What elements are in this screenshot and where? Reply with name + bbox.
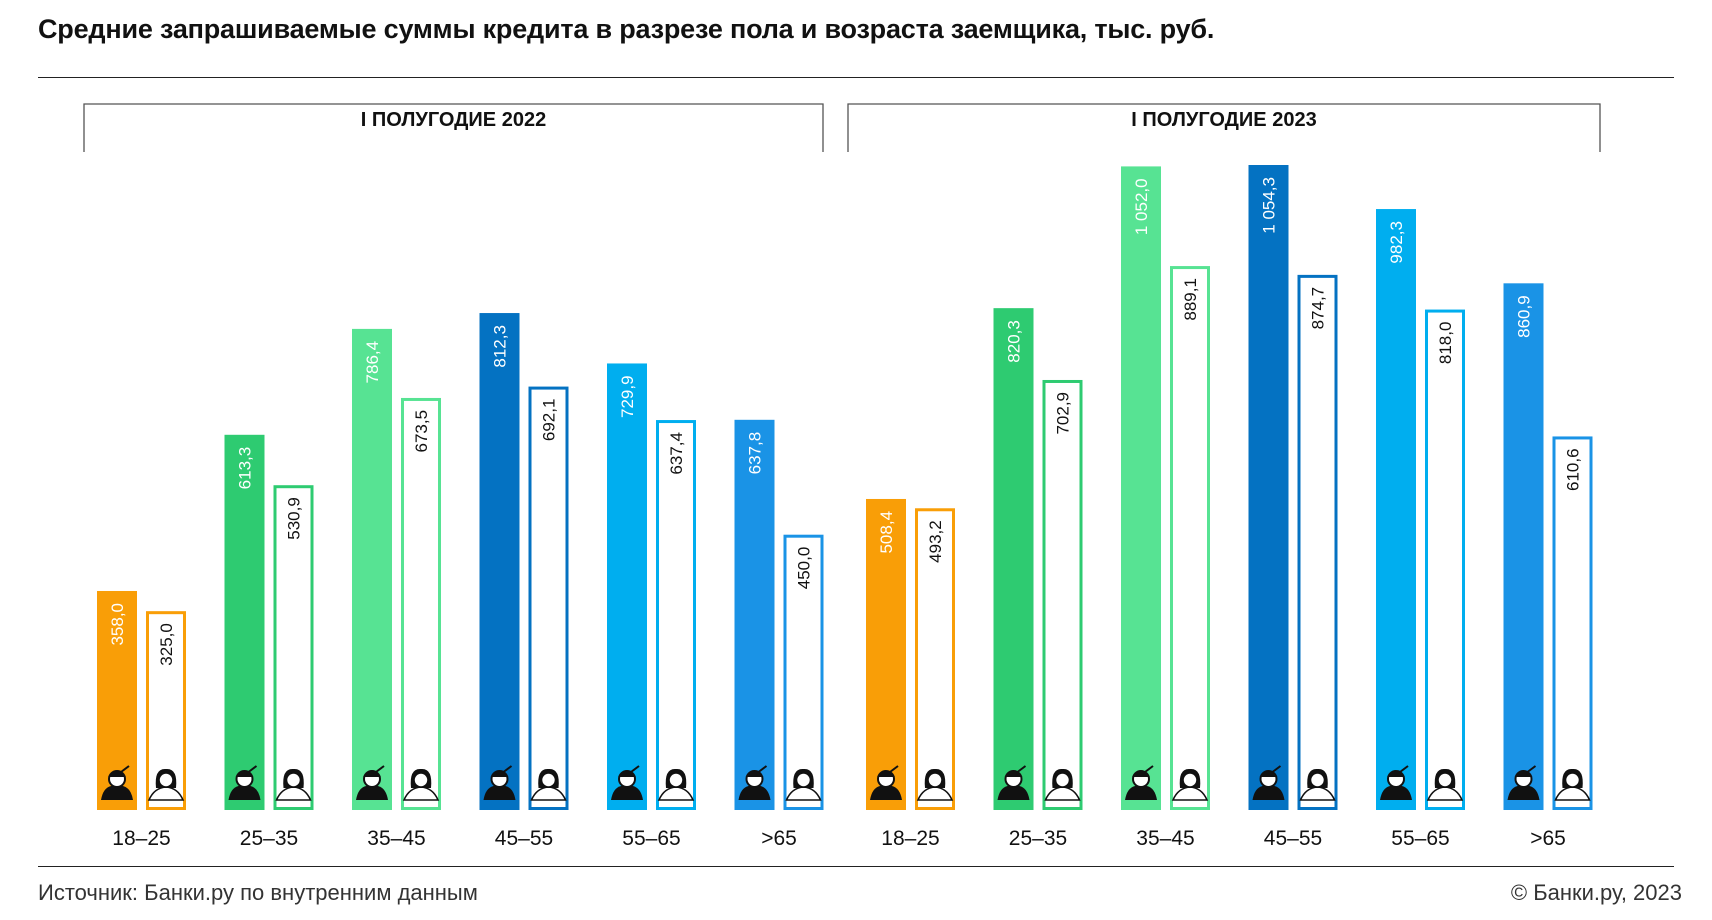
category-label: 45–55 [495,827,553,850]
bar-female [273,485,314,810]
woman-icon [1554,768,1591,801]
bar-male [1503,283,1544,810]
woman-icon [657,768,695,801]
man-icon [228,765,261,800]
bar-female [1042,379,1083,810]
woman-icon [1299,768,1336,801]
woman-icon [147,768,185,801]
man-icon [870,765,902,800]
woman-icon [530,768,567,801]
category-label: 18–25 [881,827,939,850]
period-label: I ПОЛУГОДИЕ 2023 [1131,109,1316,131]
bar-value-label: 860,9 [1515,295,1534,338]
man-icon [1252,765,1285,800]
category-label: 35–45 [1136,827,1194,850]
source-note: Источник: Банки.ру по внутренним данным [38,880,478,905]
bar-female [1552,436,1593,810]
man-icon [738,765,771,800]
copyright: © Банки.ру, 2023 [1510,880,1682,905]
bar-value-label: 812,3 [491,325,510,368]
bar-value-label: 786,4 [363,341,382,384]
man-icon [101,765,133,800]
bar-value-label: 530,9 [285,497,304,540]
bar-female [915,508,955,810]
woman-icon [916,768,954,801]
title-divider [38,77,1674,78]
bar-value-label: 673,5 [412,410,431,453]
bar-male [993,308,1034,810]
category-label: 55–65 [622,827,680,850]
bar-male [352,328,392,810]
bar-male [734,419,775,810]
bar-value-label: 637,8 [746,432,765,475]
period-label: I ПОЛУГОДИЕ 2022 [361,109,546,131]
bar-value-label: 702,9 [1054,392,1073,435]
man-icon [1125,765,1157,800]
bar-value-label: 982,3 [1387,221,1406,264]
woman-icon [1171,768,1209,801]
bar-male [224,434,265,810]
bar-male [479,313,520,810]
man-icon [997,765,1030,800]
bar-value-label: 450,0 [795,547,814,590]
bar-male [1376,209,1416,810]
bar-value-label: 889,1 [1181,278,1200,321]
bar-female [783,534,824,810]
category-label: 35–45 [367,827,425,850]
bar-female [401,397,441,810]
bar-value-label: 692,1 [540,399,559,442]
bar-value-label: 508,4 [877,511,896,554]
bar-value-label: 493,2 [926,520,945,563]
man-icon [1380,765,1412,800]
woman-icon [402,768,440,801]
category-label: 55–65 [1391,827,1449,850]
bar-value-label: 820,3 [1005,320,1024,363]
category-label: 45–55 [1264,827,1322,850]
bar-female [1297,274,1338,810]
bar-value-label: 874,7 [1309,287,1328,330]
bar-value-label: 358,0 [108,603,127,646]
woman-icon [275,768,312,801]
bar-male [607,363,647,810]
bar-value-label: 613,3 [236,447,255,490]
man-icon [611,765,643,800]
woman-icon [1044,768,1081,801]
category-label: 25–35 [1009,827,1067,850]
woman-icon [785,768,822,801]
bar-female [656,420,696,810]
category-label: >65 [1530,827,1566,850]
bar-male [1248,165,1289,810]
bar-value-label: 1 052,0 [1132,178,1151,235]
bar-value-label: 637,4 [667,432,686,475]
bar-female [528,386,569,810]
bar-male [1121,166,1161,810]
bar-value-label: 818,0 [1436,322,1455,365]
period-bracket [83,103,824,152]
bar-value-label: 1 054,3 [1260,177,1279,234]
man-icon [1507,765,1540,800]
man-icon [483,765,516,800]
bar-female [1425,309,1465,810]
bar-value-label: 610,6 [1564,448,1583,491]
man-icon [356,765,388,800]
bar-value-label: 729,9 [618,375,637,418]
woman-icon [1426,768,1464,801]
category-label: 25–35 [240,827,298,850]
chart-title: Средние запрашиваемые суммы кредита в ра… [38,14,1215,44]
bar-value-label: 325,0 [157,623,176,666]
category-label: 18–25 [112,827,170,850]
period-bracket [847,103,1601,152]
bar-male [866,498,906,810]
bar-female [1170,266,1210,810]
footer-divider [38,866,1674,867]
category-label: >65 [761,827,797,850]
